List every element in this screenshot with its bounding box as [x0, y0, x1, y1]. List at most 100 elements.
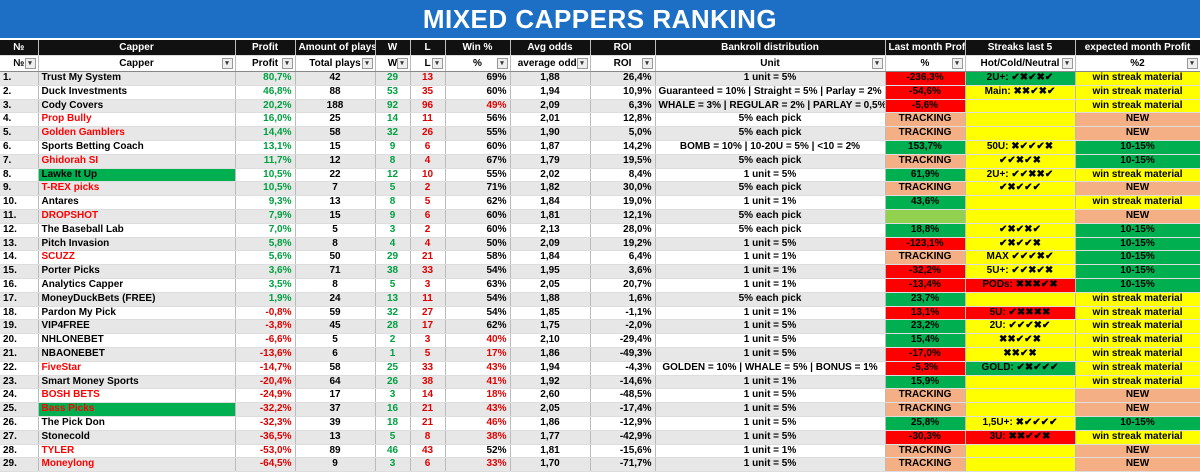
cell: win streak material [1075, 306, 1200, 321]
filter-header[interactable]: Unit [655, 55, 886, 72]
cell: 26. [0, 416, 39, 431]
cell: 5 [375, 430, 411, 445]
cell: 25,8% [885, 416, 966, 431]
cell: The Pick Don [38, 416, 236, 431]
cell: NHLONEBET [38, 333, 236, 348]
cell: 5,8% [235, 237, 296, 252]
filter-header[interactable]: Hot/Cold/Neutral [965, 55, 1076, 72]
column-header: Bankroll distribution [655, 40, 886, 56]
cell: 1 unit = 1% [655, 195, 886, 210]
cell: 1 unit = 5% [655, 237, 886, 252]
filter-header[interactable]: % [885, 55, 966, 72]
cell: 17 [295, 388, 376, 404]
cell: -14,7% [235, 361, 296, 376]
cell: -32,3% [235, 416, 296, 431]
filter-header[interactable]: %2 [1075, 55, 1200, 72]
cell: 1 unit = 1% [655, 278, 886, 293]
cell: 29 [375, 71, 411, 86]
cell: TRACKING [885, 154, 966, 169]
cell: NEW [1075, 112, 1200, 128]
cell: 38 [375, 264, 411, 279]
filter-header[interactable]: ROI [590, 55, 656, 72]
cell: 43% [445, 361, 511, 376]
filter-header[interactable]: Profit [235, 55, 296, 72]
cell: 1,70 [510, 457, 591, 473]
filter-header[interactable]: № [0, 55, 39, 72]
cell: -15,6% [590, 444, 656, 459]
cell: -71,7% [590, 457, 656, 473]
cell: 39 [295, 416, 376, 431]
cell: 5% each pick [655, 292, 886, 307]
cell: 3 [375, 388, 411, 404]
cell: 53 [375, 85, 411, 100]
cell: 14,4% [235, 126, 296, 141]
cell: -36,5% [235, 430, 296, 445]
column-header: Streaks last 5 [965, 40, 1076, 56]
cell: Antares [38, 195, 236, 210]
filter-header[interactable]: % [445, 55, 511, 72]
cell: 10,5% [235, 168, 296, 183]
cell: Guaranteed = 10% | Straight = 5% | Parla… [655, 85, 886, 100]
cell: GOLD: ✔✖✔✔✔ [965, 361, 1076, 376]
cell: 10-15% [1075, 416, 1200, 431]
cell: -5,3% [885, 361, 966, 376]
filter-header[interactable]: L [410, 55, 446, 72]
filter-header[interactable]: Capper [38, 55, 236, 72]
table-row: 10. Antares 9,3% 13 8 5 62% 1,84 19,0% 1 unit = 1… [0, 195, 1200, 210]
table-row: 20. NHLONEBET -6,6% 5 2 3 40% 2,10 -29,4% 1 unit … [0, 333, 1200, 348]
cell: 1 unit = 1% [655, 306, 886, 321]
cell: 5U: ✔✖✖✖✖ [965, 306, 1076, 321]
cell: 71% [445, 181, 511, 197]
cell: Duck Investments [38, 85, 236, 100]
cell: 5% each pick [655, 209, 886, 224]
filter-header[interactable]: W [375, 55, 411, 72]
cell: 1,92 [510, 375, 591, 390]
cell: 19,2% [590, 237, 656, 252]
cell: win streak material [1075, 292, 1200, 307]
cell: Analytics Capper [38, 278, 236, 293]
cell: 43,6% [885, 195, 966, 210]
cell: 9 [375, 209, 411, 224]
cell: -30,3% [885, 430, 966, 445]
cell: 11 [410, 292, 446, 307]
filter-header[interactable]: Total plays [295, 55, 376, 72]
table-row: 1. Trust My System 80,7% 42 29 13 69% 1,88 26,4%… [0, 71, 1200, 86]
cell: 5,6% [235, 250, 296, 266]
cell: 21 [410, 402, 446, 417]
cell: Sports Betting Coach [38, 140, 236, 155]
cell: 13 [295, 430, 376, 445]
cell: -3,8% [235, 319, 296, 335]
cell [965, 195, 1076, 210]
cell: 9,3% [235, 195, 296, 210]
column-header: Capper [38, 40, 236, 56]
cell: -53,0% [235, 444, 296, 459]
cell: 88 [295, 85, 376, 100]
cell: 63% [445, 278, 511, 293]
cell: 18,8% [885, 223, 966, 238]
cell: Ghidorah SI [38, 154, 236, 169]
table-row: 16. Analytics Capper 3,5% 8 5 3 63% 2,05 20,7% 1 … [0, 278, 1200, 293]
cell: 6 [410, 209, 446, 224]
cell: 5% each pick [655, 223, 886, 238]
cell: NEW [1075, 444, 1200, 459]
ranking-table: № Capper Profit Amount of plays W L Win % Avg o… [0, 40, 1200, 473]
cell: 18% [445, 388, 511, 404]
cell: 52% [445, 444, 511, 459]
cell [965, 457, 1076, 473]
cell: 33 [410, 361, 446, 376]
cell: ✔✖✔✔✔ [965, 181, 1076, 197]
table-row: 29. Moneylong -64,5% 9 3 6 33% 1,70 -71,7% 1 unit… [0, 457, 1200, 473]
cell: 1,88 [510, 292, 591, 307]
cell: Main: ✖✖✔✖✔ [965, 85, 1076, 100]
title: MIXED CAPPERS RANKING [0, 0, 1200, 38]
cell: 2,09 [510, 237, 591, 252]
cell [965, 444, 1076, 459]
cell: 64 [295, 375, 376, 390]
cell: win streak material [1075, 195, 1200, 210]
filter-header[interactable]: average odds [510, 55, 591, 72]
cell: 92 [375, 99, 411, 114]
cell: 1 [375, 347, 411, 362]
cell: 13 [295, 195, 376, 210]
cell: 1. [0, 71, 39, 86]
cell: 16 [375, 402, 411, 417]
